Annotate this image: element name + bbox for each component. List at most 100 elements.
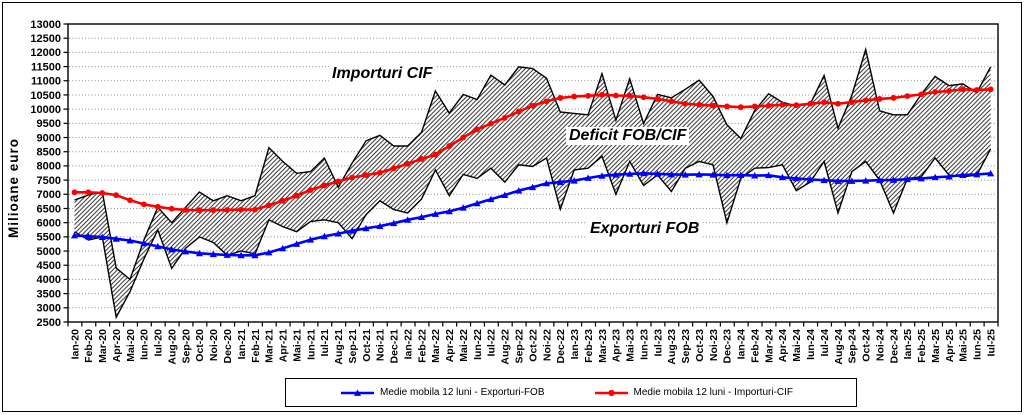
x-tick-label: Mar-20 bbox=[97, 329, 109, 363]
x-tick-label: Iul-24 bbox=[819, 329, 831, 357]
blue-triangle-line-icon bbox=[341, 389, 374, 396]
x-tick-label: Aug-23 bbox=[666, 329, 678, 365]
x-tick-label: Apr-25 bbox=[944, 329, 956, 362]
y-tick-label: 7500 bbox=[37, 175, 61, 187]
x-tick-label: Mai-21 bbox=[291, 329, 303, 362]
x-tick-label: Sep-22 bbox=[514, 329, 526, 364]
x-tick-label: Dec-21 bbox=[389, 329, 401, 364]
legend-label-exporturi: Medie mobila 12 luni - Exporturi-FOB bbox=[380, 387, 545, 398]
annotation-exporturi-fob: Exporturi FOB bbox=[587, 220, 703, 238]
x-tick-label: Aug-20 bbox=[166, 329, 178, 365]
x-tick-label: Oct-23 bbox=[694, 329, 706, 362]
ma-exporturi-line bbox=[70, 169, 995, 259]
x-tick-label: Ian-24 bbox=[736, 329, 748, 360]
legend-label-importuri: Medie mobila 12 luni - Importuri-CIF bbox=[633, 387, 794, 398]
x-tick-label: Dec-20 bbox=[222, 329, 234, 364]
x-tick-label: Ian-22 bbox=[402, 329, 414, 360]
x-tick-label: Sep-21 bbox=[347, 329, 359, 364]
annotation-deficit-fob-cif: Deficit FOB/CIF bbox=[566, 127, 690, 145]
x-tick-label: Oct-20 bbox=[194, 329, 206, 362]
x-tick-label: Ian-23 bbox=[569, 329, 581, 360]
y-tick-label: 10000 bbox=[30, 104, 61, 116]
y-tick-label: 10500 bbox=[30, 90, 61, 102]
y-tick-label: 9000 bbox=[37, 132, 61, 144]
y-tick-label: 13000 bbox=[30, 19, 61, 31]
legend: Medie mobila 12 luni - Exporturi-FOB Med… bbox=[285, 378, 857, 407]
x-tick-label: Apr-23 bbox=[611, 329, 623, 362]
y-tick-label: 5000 bbox=[37, 246, 61, 258]
y-tick-label: 2500 bbox=[37, 317, 61, 329]
x-tick-label: Noi-24 bbox=[874, 329, 886, 361]
x-tick-label: Oct-22 bbox=[527, 329, 539, 362]
x-tick-label: Apr-22 bbox=[444, 329, 456, 362]
x-tick-label: Noi-20 bbox=[208, 329, 220, 361]
x-tick-label: Feb-20 bbox=[83, 329, 95, 363]
x-tick-label: Feb-22 bbox=[416, 329, 428, 363]
x-tick-label: Feb-24 bbox=[749, 329, 761, 363]
x-tick-label: Iun-25 bbox=[972, 329, 984, 360]
x-tick-label: Ian-25 bbox=[902, 329, 914, 360]
x-tick-label: Apr-21 bbox=[278, 329, 290, 362]
x-tick-label: Dec-24 bbox=[888, 329, 900, 364]
y-tick-label: 3000 bbox=[37, 303, 61, 315]
y-tick-label: 11500 bbox=[31, 61, 61, 73]
x-tick-label: Aug-22 bbox=[500, 329, 512, 365]
x-tick-label: Mai-22 bbox=[458, 329, 470, 362]
importuri-monthly-line bbox=[74, 46, 992, 281]
y-tick-label: 11000 bbox=[31, 76, 61, 88]
y-tick-label: 6500 bbox=[37, 203, 61, 215]
x-tick-label: Iul-23 bbox=[652, 329, 664, 357]
x-tick-label: Mar-24 bbox=[763, 329, 775, 363]
red-circle-line-icon bbox=[594, 389, 628, 396]
legend-entry-importuri: Medie mobila 12 luni - Importuri-CIF bbox=[594, 387, 794, 399]
x-tick-label: Noi-21 bbox=[375, 329, 387, 361]
y-tick-label: 3500 bbox=[37, 288, 61, 300]
x-tick-label: Ian-20 bbox=[69, 329, 81, 360]
x-tick-label: Iul-22 bbox=[486, 329, 498, 357]
x-tick-label: Iun-21 bbox=[305, 329, 317, 360]
x-tick-label: Iun-23 bbox=[638, 329, 650, 360]
x-tick-label: Aug-24 bbox=[833, 329, 845, 365]
x-tick-label: Apr-20 bbox=[111, 329, 123, 362]
x-axis: Ian-20 Feb-20 Mar-20 Apr-20 Mai-20 Iun-20 Iul-… bbox=[67, 322, 999, 365]
x-tick-label: Iul-25 bbox=[985, 329, 997, 357]
y-tick-label: 7000 bbox=[37, 189, 61, 201]
x-tick-label: Feb-23 bbox=[583, 329, 595, 363]
x-tick-label: Iun-22 bbox=[472, 329, 484, 360]
x-tick-label: Mai-24 bbox=[791, 329, 803, 362]
x-tick-label: Mai-23 bbox=[625, 329, 637, 362]
x-tick-label: Oct-21 bbox=[361, 329, 373, 362]
x-tick-label: Oct-24 bbox=[861, 329, 873, 362]
x-tick-label: Iun-20 bbox=[139, 329, 151, 360]
y-tick-label: 9500 bbox=[37, 118, 61, 130]
x-tick-label: Noi-22 bbox=[541, 329, 553, 361]
x-tick-label: Sep-24 bbox=[847, 329, 859, 364]
x-tick-label: Iul-20 bbox=[153, 329, 165, 357]
x-tick-label: Feb-21 bbox=[250, 329, 262, 363]
y-tick-label: 4000 bbox=[37, 274, 61, 286]
y-axis-title: Milioane euro bbox=[6, 138, 21, 239]
x-tick-label: Mai-20 bbox=[125, 329, 137, 362]
y-tick-label: 8500 bbox=[37, 147, 61, 159]
y-tick-label: 8000 bbox=[37, 161, 61, 173]
y-tick-label: 5500 bbox=[37, 232, 61, 244]
x-tick-label: Mai-25 bbox=[958, 329, 970, 362]
x-tick-label: Aug-21 bbox=[333, 329, 345, 365]
x-tick-label: Sep-23 bbox=[680, 329, 692, 364]
x-tick-label: Ian-21 bbox=[236, 329, 248, 360]
x-tick-label: Mar-23 bbox=[597, 329, 609, 363]
y-tick-label: 12500 bbox=[30, 33, 61, 45]
x-tick-label: Sep-20 bbox=[180, 329, 192, 364]
ma-importuri-line bbox=[71, 86, 994, 214]
x-tick-label: Apr-24 bbox=[777, 329, 789, 362]
x-tick-label: Iun-24 bbox=[805, 329, 817, 360]
x-tick-label: Mar-21 bbox=[264, 329, 276, 363]
legend-entry-exporturi: Medie mobila 12 luni - Exporturi-FOB bbox=[341, 387, 545, 399]
x-tick-label: Noi-23 bbox=[708, 329, 720, 361]
x-tick-label: Iul-21 bbox=[319, 329, 331, 357]
y-tick-label: 12000 bbox=[30, 47, 61, 59]
plot-frame bbox=[67, 23, 999, 323]
x-tick-label: Dec-22 bbox=[555, 329, 567, 364]
x-tick-label: Feb-25 bbox=[916, 329, 928, 363]
